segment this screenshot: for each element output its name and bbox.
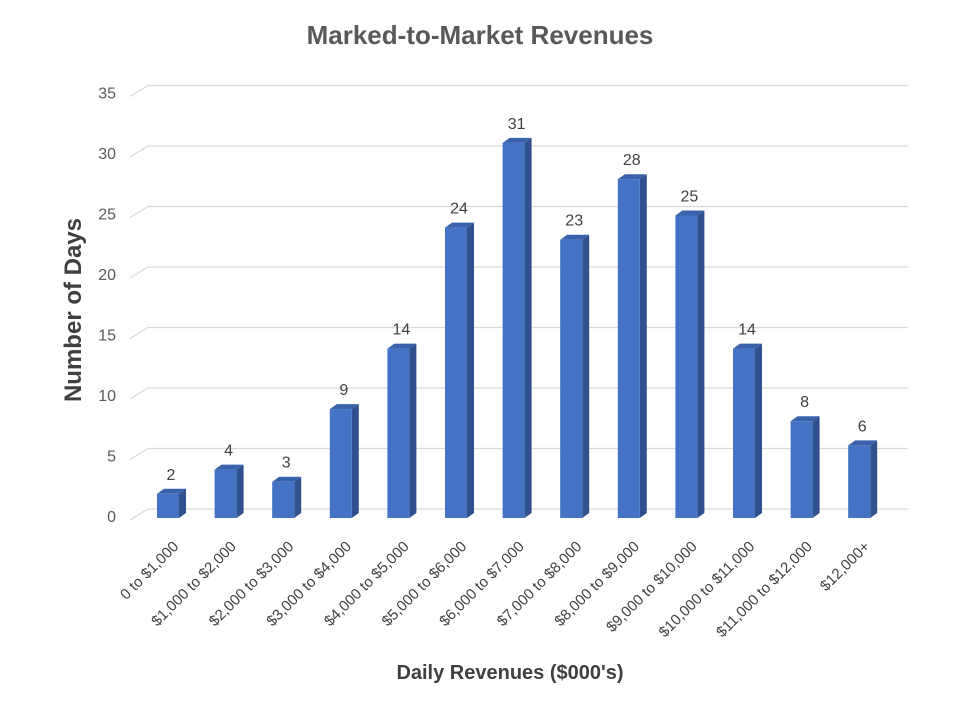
bar-side bbox=[467, 222, 474, 518]
bar bbox=[502, 137, 532, 518]
data-label: 2 bbox=[167, 467, 176, 484]
bar-top bbox=[790, 416, 820, 422]
bar bbox=[848, 440, 878, 518]
bar-front bbox=[675, 215, 698, 518]
bar bbox=[214, 464, 244, 518]
bar-side bbox=[697, 210, 705, 518]
bar bbox=[387, 343, 417, 518]
data-label: 6 bbox=[858, 418, 867, 435]
bar-front bbox=[329, 409, 352, 518]
bar-side bbox=[351, 404, 359, 518]
bar-side bbox=[179, 488, 186, 518]
chart-title: Marked-to-Market Revenues bbox=[306, 20, 654, 50]
bar bbox=[733, 343, 762, 518]
data-label: 23 bbox=[565, 213, 583, 230]
bar-side bbox=[582, 234, 590, 518]
bar-top bbox=[272, 476, 302, 482]
gridline bbox=[129, 387, 908, 400]
bar bbox=[617, 174, 647, 518]
bar-side bbox=[870, 440, 878, 518]
x-tick-label: $10,000 to $11,000 bbox=[656, 538, 759, 641]
x-tick-label: $11,000 to $12,000 bbox=[713, 538, 816, 641]
bar-front bbox=[445, 227, 467, 518]
data-label: 14 bbox=[738, 322, 756, 339]
y-tick-label: 0 bbox=[107, 509, 116, 526]
y-tick-label: 25 bbox=[98, 207, 116, 224]
bar-side bbox=[812, 416, 820, 518]
data-label: 31 bbox=[508, 116, 526, 133]
bar-top bbox=[560, 234, 590, 240]
bar-side bbox=[639, 174, 647, 518]
bar-top bbox=[157, 488, 186, 494]
bar-top bbox=[502, 137, 532, 143]
bar-front bbox=[560, 239, 583, 518]
gridline bbox=[129, 508, 908, 521]
bar-front bbox=[387, 348, 410, 518]
gridline bbox=[129, 326, 908, 340]
data-label: 28 bbox=[623, 152, 641, 169]
bar bbox=[329, 404, 359, 518]
data-label: 3 bbox=[282, 455, 291, 472]
data-label: 14 bbox=[393, 322, 411, 339]
data-label: 8 bbox=[800, 394, 809, 411]
bar-top bbox=[848, 440, 878, 446]
bar-side bbox=[409, 343, 417, 518]
bar-front bbox=[214, 469, 237, 518]
bar-front bbox=[790, 421, 813, 518]
gridline bbox=[129, 447, 908, 461]
bar-top bbox=[733, 343, 762, 349]
gridlines bbox=[129, 84, 908, 521]
bar-top bbox=[387, 343, 417, 349]
gridline bbox=[129, 266, 908, 279]
bar-front bbox=[733, 348, 755, 518]
gridline bbox=[129, 84, 908, 98]
y-tick-label: 5 bbox=[107, 449, 116, 466]
gridline bbox=[129, 205, 908, 219]
y-tick-label: 35 bbox=[98, 86, 116, 103]
bar-front bbox=[848, 445, 871, 518]
bars bbox=[157, 137, 878, 518]
bar bbox=[157, 488, 186, 518]
y-tick-label: 20 bbox=[98, 267, 116, 284]
bar-front bbox=[157, 493, 179, 518]
data-label: 25 bbox=[681, 189, 699, 206]
y-tick-label: 10 bbox=[98, 388, 116, 405]
data-label: 4 bbox=[224, 443, 233, 460]
x-axis-ticks: 0 to $1,000$1,000 to $2,000$2,000 to $3,… bbox=[117, 538, 873, 641]
bar-front bbox=[502, 142, 525, 518]
bar bbox=[445, 222, 474, 518]
bar-front bbox=[272, 481, 295, 518]
bar bbox=[790, 416, 820, 518]
gridline bbox=[129, 145, 908, 158]
bar-top bbox=[675, 210, 705, 216]
bar-side bbox=[755, 343, 762, 518]
x-tick-label: $12,000+ bbox=[817, 538, 874, 595]
y-axis-ticks: 0 5 10 15 20 25 30 35 bbox=[98, 86, 116, 527]
data-label: 9 bbox=[339, 382, 348, 399]
bar-front bbox=[617, 179, 640, 518]
bar-top bbox=[214, 464, 244, 470]
bar bbox=[272, 476, 302, 518]
y-tick-label: 15 bbox=[98, 328, 116, 345]
bar-side bbox=[524, 137, 532, 518]
y-tick-label: 30 bbox=[98, 146, 116, 163]
x-axis-label: Daily Revenues ($000's) bbox=[396, 662, 624, 684]
bar-side bbox=[294, 476, 302, 518]
bar-top bbox=[329, 404, 359, 410]
bar bbox=[560, 234, 590, 518]
bar-top bbox=[617, 174, 647, 180]
bar bbox=[675, 210, 705, 518]
data-label: 24 bbox=[450, 201, 468, 218]
bar-top bbox=[445, 222, 474, 228]
bar-side bbox=[236, 464, 244, 518]
